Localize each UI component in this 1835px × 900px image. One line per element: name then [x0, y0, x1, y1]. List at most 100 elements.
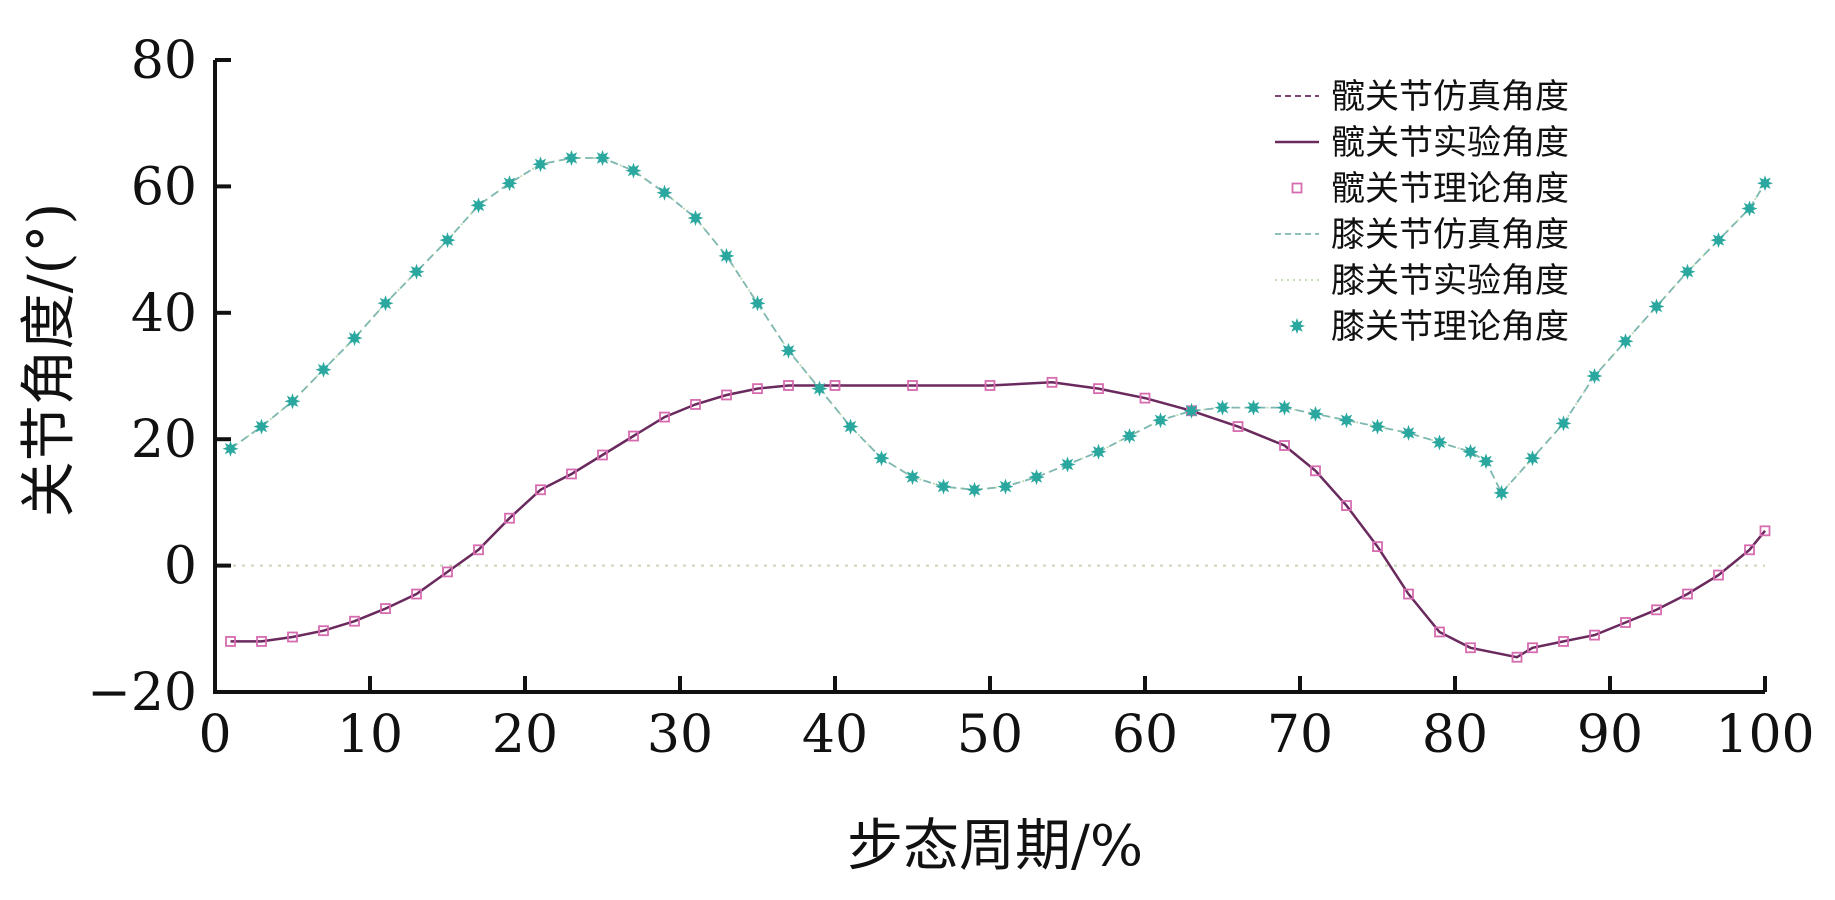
data-point	[563, 150, 580, 166]
data-point	[1431, 434, 1448, 451]
data-point	[380, 603, 391, 614]
y-tick-label: 40	[131, 284, 197, 344]
data-point	[504, 512, 515, 524]
data-point	[594, 150, 611, 166]
data-point	[377, 295, 394, 312]
data-point	[1276, 399, 1293, 416]
data-point	[1589, 629, 1600, 641]
x-tick-label: 60	[1112, 705, 1178, 765]
data-point	[752, 383, 763, 395]
data-point	[284, 393, 301, 410]
data-point	[597, 449, 608, 461]
data-point	[1310, 465, 1321, 477]
data-point	[1139, 392, 1151, 404]
data-point	[1338, 412, 1355, 429]
data-point	[225, 636, 236, 647]
data-point	[984, 380, 996, 391]
data-point	[628, 430, 639, 442]
data-point	[1527, 642, 1538, 654]
data-point	[287, 631, 298, 643]
data-point	[687, 210, 704, 226]
data-point	[690, 399, 701, 410]
series-6	[222, 150, 1773, 501]
data-point	[315, 361, 332, 378]
data-point	[1682, 588, 1693, 600]
data-point	[966, 481, 983, 498]
legend-label: 髋关节实验角度	[1331, 123, 1569, 163]
data-point	[1617, 333, 1634, 350]
data-point	[1434, 626, 1445, 638]
legend-entry: 髋关节仿真角度	[1275, 77, 1569, 117]
data-point	[780, 342, 797, 359]
data-point	[473, 544, 484, 556]
x-tick-label: 10	[337, 705, 403, 765]
data-point	[501, 175, 518, 192]
data-point	[1121, 428, 1138, 444]
data-point	[1183, 402, 1200, 419]
data-point	[625, 162, 642, 179]
data-point	[318, 625, 329, 637]
data-point	[1028, 469, 1045, 486]
data-point	[1462, 443, 1479, 460]
data-point	[253, 418, 270, 435]
data-point	[1478, 453, 1494, 470]
data-point	[1093, 383, 1104, 395]
data-point	[1465, 642, 1476, 654]
data-point	[1090, 443, 1107, 460]
data-point	[935, 478, 952, 495]
series-3	[225, 376, 1771, 663]
legend: 髋关节仿真角度髋关节实验角度髋关节理论角度膝关节仿真角度膝关节实验角度膝关节理论…	[1275, 77, 1569, 347]
data-point	[439, 232, 456, 249]
data-point	[1279, 440, 1290, 451]
data-point	[1372, 541, 1383, 553]
data-point	[1493, 484, 1510, 501]
plot-area	[215, 150, 1773, 663]
data-point	[256, 636, 267, 647]
data-point	[535, 484, 546, 496]
data-point	[1679, 263, 1696, 280]
data-point	[1232, 421, 1244, 432]
data-point	[904, 469, 921, 486]
data-point	[1307, 405, 1324, 422]
data-point	[470, 197, 487, 214]
data-point	[1651, 604, 1662, 616]
data-point	[659, 411, 670, 423]
data-point	[566, 468, 577, 480]
x-tick-label: 40	[802, 705, 868, 765]
data-point	[408, 263, 425, 280]
legend-entry: 髋关节理论角度	[1291, 169, 1569, 209]
data-point	[1741, 200, 1758, 217]
legend-label: 髋关节仿真角度	[1331, 77, 1569, 117]
data-point	[1586, 368, 1603, 384]
y-axis-title: 关节角度/(°)	[17, 203, 82, 518]
data-point	[1757, 175, 1773, 192]
data-point	[907, 380, 918, 391]
legend-entry: 膝关节实验角度	[1275, 261, 1569, 301]
data-point	[1245, 399, 1262, 416]
series-line	[230, 381, 1766, 659]
data-point	[1403, 588, 1414, 600]
data-point	[1558, 636, 1569, 647]
x-tick-label: 20	[492, 705, 558, 765]
x-tick-label: 0	[198, 705, 231, 765]
data-point	[442, 566, 453, 578]
data-point	[811, 380, 828, 397]
data-point	[1341, 500, 1352, 511]
series-line	[230, 381, 1766, 659]
legend-entry: 膝关节仿真角度	[1275, 215, 1569, 255]
series-1	[230, 381, 1766, 659]
data-point	[1511, 651, 1523, 663]
legend-entry: 膝关节理论角度	[1289, 307, 1569, 347]
data-point	[842, 418, 859, 435]
data-point	[1555, 415, 1572, 432]
x-tick-label: 100	[1715, 705, 1814, 765]
x-tick-label: 30	[647, 705, 713, 765]
data-point	[532, 156, 549, 173]
data-point	[1369, 418, 1386, 435]
data-point	[411, 588, 422, 600]
y-tick-label: 0	[164, 537, 197, 597]
y-tick-label: 20	[131, 410, 197, 470]
data-point	[1059, 456, 1076, 473]
data-point	[1524, 450, 1541, 467]
